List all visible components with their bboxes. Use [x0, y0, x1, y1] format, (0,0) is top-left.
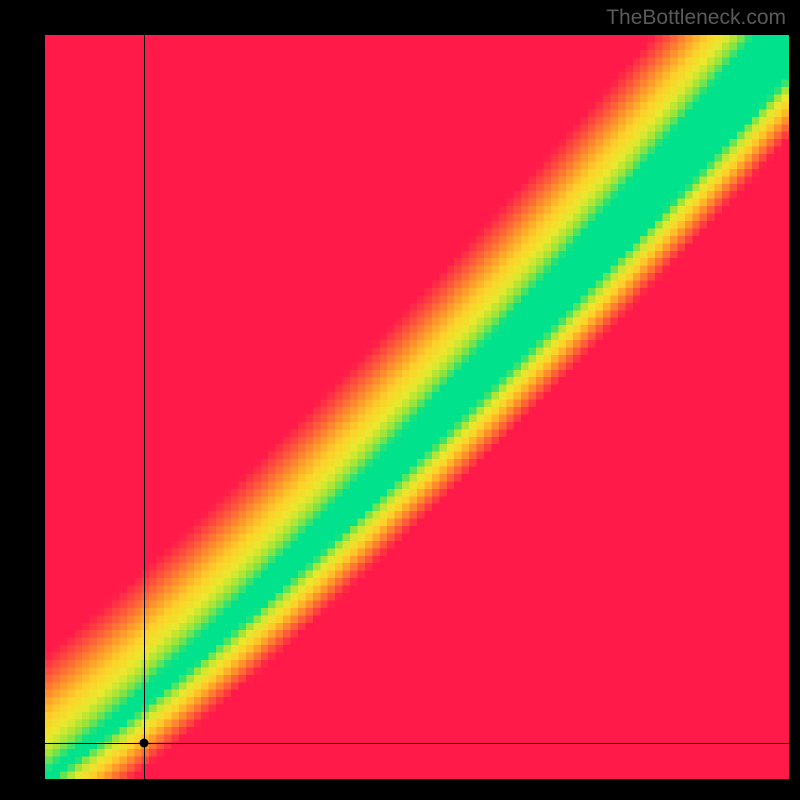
- crosshair-vertical: [144, 35, 145, 779]
- watermark-text: TheBottleneck.com: [606, 6, 786, 30]
- heatmap-plot: [45, 35, 789, 779]
- crosshair-point: [139, 739, 148, 748]
- figure-container: TheBottleneck.com: [0, 0, 800, 800]
- heatmap-canvas: [45, 35, 789, 779]
- crosshair-horizontal: [45, 743, 789, 744]
